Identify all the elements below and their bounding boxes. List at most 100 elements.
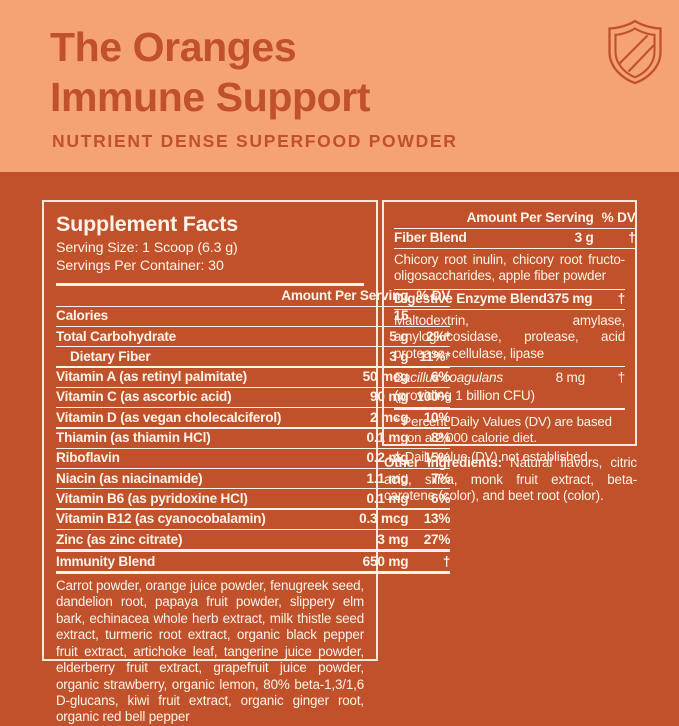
brand-title-line-2: Immune Support bbox=[50, 74, 371, 120]
table-row: Riboflavin 0.2 mg 15% bbox=[56, 449, 450, 468]
row-divider bbox=[56, 406, 451, 409]
blend-amount: 650 mg bbox=[362, 553, 409, 569]
nutrient-name: Vitamin B6 (as pyridoxine HCl) bbox=[56, 490, 248, 506]
table-row: Zinc (as zinc citrate) 3 mg 27% bbox=[56, 530, 450, 549]
row-divider bbox=[394, 247, 636, 250]
divider bbox=[394, 288, 625, 290]
nutrient-name: Zinc (as zinc citrate) bbox=[56, 531, 183, 547]
divider-above-footnotes bbox=[394, 407, 625, 410]
brand-subtitle: NUTRIENT DENSE SUPERFOOD POWDER bbox=[52, 131, 458, 151]
other-ingredients: Other Ingredients: Natural flavors, citr… bbox=[384, 455, 637, 505]
page-title: The Oranges Immune Support bbox=[50, 22, 570, 122]
row-divider bbox=[56, 508, 451, 510]
table-row: Total Carbohydrate 5 g 2%* bbox=[56, 327, 450, 346]
supplement-facts-title: Supplement Facts bbox=[56, 212, 238, 236]
header-amount-per-serving: Amount Per Serving bbox=[466, 209, 594, 225]
nutrient-dv: 11%* bbox=[419, 348, 451, 364]
row-divider-thick bbox=[56, 571, 451, 575]
nutrient-name: Thiamin (as thiamin HCl) bbox=[56, 430, 211, 446]
divider-above-column-headers bbox=[56, 283, 364, 286]
row-divider bbox=[56, 325, 451, 328]
table-row-digestive-enzyme-blend: Digestive Enzyme Blend 375 mg † bbox=[394, 290, 625, 309]
brand-header: The Oranges Immune Support NUTRIENT DENS… bbox=[0, 0, 679, 172]
table-row: Vitamin B6 (as pyridoxine HCl) 0.1 mg 6% bbox=[56, 489, 450, 508]
row-divider bbox=[56, 427, 451, 429]
other-ingredients-text: Natural flavors, citric acid, silica, mo… bbox=[384, 455, 637, 504]
probiotic-dv: † bbox=[617, 370, 626, 385]
nutrient-amount: 3 mg bbox=[377, 531, 409, 547]
header-spacer bbox=[56, 286, 281, 306]
header-amount-per-serving: Amount Per Serving bbox=[281, 287, 409, 303]
nutrient-amount: 0.1 mg bbox=[366, 430, 409, 446]
nutrient-dv: 100% bbox=[416, 389, 451, 405]
nutrient-amount: 1.1 mg bbox=[366, 470, 409, 486]
nutrient-amount: 50 mcg bbox=[362, 369, 409, 385]
row-divider bbox=[394, 308, 625, 311]
other-ingredients-label: Other Ingredients: bbox=[384, 455, 502, 470]
nutrient-dv: 2%* bbox=[425, 328, 451, 344]
header-percent-dv: % DV bbox=[601, 209, 636, 225]
blend-dv: † bbox=[628, 230, 636, 246]
table-row: Vitamin C (as ascorbic acid) 90 mg 100% bbox=[56, 388, 450, 407]
immunity-blend-ingredients: Carrot powder, orange juice powder, fenu… bbox=[56, 578, 364, 725]
blend-amount: 3 g bbox=[574, 230, 594, 246]
row-divider bbox=[56, 305, 451, 307]
table-header-row: Amount Per Serving % DV bbox=[56, 286, 450, 306]
row-divider bbox=[56, 366, 451, 368]
blend-table: Amount Per Serving % DV Fiber Blend 3 g … bbox=[394, 208, 636, 250]
blend-dv: † bbox=[442, 553, 451, 569]
table-row-immunity-blend: Immunity Blend 650 mg † bbox=[56, 552, 450, 571]
probiotic-amount: 8 mg bbox=[555, 370, 586, 385]
fiber-blend-ingredients: Chicory root inulin, chicory root fructo… bbox=[394, 252, 625, 284]
footnote-dagger: † Daily value (DV) not established. bbox=[394, 448, 592, 464]
row-divider bbox=[56, 447, 451, 449]
shield-icon bbox=[606, 19, 664, 85]
footnote-percent-dv: * Percent Daily Values (DV) are based on… bbox=[394, 413, 612, 445]
table-row-fiber-blend: Fiber Blend 3 g † bbox=[394, 229, 636, 248]
nutrient-name: Dietary Fiber bbox=[70, 348, 151, 364]
servings-per-container: Servings Per Container: 30 bbox=[56, 257, 224, 274]
header-spacer bbox=[394, 208, 467, 228]
row-divider bbox=[56, 528, 451, 531]
nutrient-amount: 0.3 mcg bbox=[359, 511, 409, 527]
row-divider bbox=[394, 227, 636, 229]
nutrient-name: Niacin (as niacinamide) bbox=[56, 470, 203, 486]
nutrient-name: Vitamin B12 (as cyanocobalamin) bbox=[56, 511, 266, 527]
table-row: Niacin (as niacinamide) 1.1 mg 7% bbox=[56, 469, 450, 488]
blend-amount: 375 mg bbox=[546, 291, 593, 307]
table-row: Vitamin B12 (as cyanocobalamin) 0.3 mcg … bbox=[56, 510, 450, 529]
nutrient-dv: 13% bbox=[423, 511, 451, 527]
table-row: Dietary Fiber 3 g 11%* bbox=[56, 347, 450, 366]
divider bbox=[394, 365, 625, 367]
nutrient-dv: 10% bbox=[423, 409, 451, 425]
nutrient-amount: 15 bbox=[393, 308, 409, 324]
table-header-row: Amount Per Serving % DV bbox=[394, 208, 636, 228]
table-row: Vitamin A (as retinyl palmitate) 50 mcg … bbox=[56, 368, 450, 387]
blend-name: Digestive Enzyme Blend bbox=[394, 291, 547, 307]
table-row: Calories 15 bbox=[56, 307, 450, 326]
nutrient-name: Vitamin C (as ascorbic acid) bbox=[56, 389, 232, 405]
table-row-probiotic: Bacillus coagulans 8 mg † bbox=[394, 367, 625, 388]
nutrient-dv: 6% bbox=[431, 369, 451, 385]
nutrient-amount: 5 g bbox=[389, 328, 409, 344]
supplement-facts-panel-right: Amount Per Serving % DV Fiber Blend 3 g … bbox=[382, 200, 637, 464]
nutrient-amount: 3 g bbox=[389, 348, 409, 364]
row-divider-thick bbox=[56, 549, 451, 553]
nutrient-amount: 0.2 mg bbox=[366, 450, 409, 466]
row-divider bbox=[56, 346, 451, 348]
blend-dv: † bbox=[617, 291, 626, 307]
nutrient-dv: 27% bbox=[423, 531, 451, 547]
probiotic-table: Bacillus coagulans 8 mg † (providing 1 b… bbox=[394, 367, 625, 408]
row-divider bbox=[56, 386, 451, 388]
probiotic-name: Bacillus coagulans bbox=[394, 370, 503, 385]
brand-title-line-1: The Oranges bbox=[50, 24, 297, 70]
nutrient-amount: 2 mcg bbox=[370, 409, 409, 425]
blend-name: Fiber Blend bbox=[394, 230, 467, 246]
table-row: Vitamin D (as vegan cholecalciferol) 2 m… bbox=[56, 408, 450, 427]
table-row-probiotic-detail: (providing 1 billion CFU) bbox=[394, 388, 625, 408]
nutrient-dv: 7% bbox=[431, 470, 451, 486]
nutrient-dv: 6% bbox=[431, 490, 451, 506]
row-divider bbox=[56, 467, 451, 470]
nutrient-name: Riboflavin bbox=[56, 450, 120, 466]
